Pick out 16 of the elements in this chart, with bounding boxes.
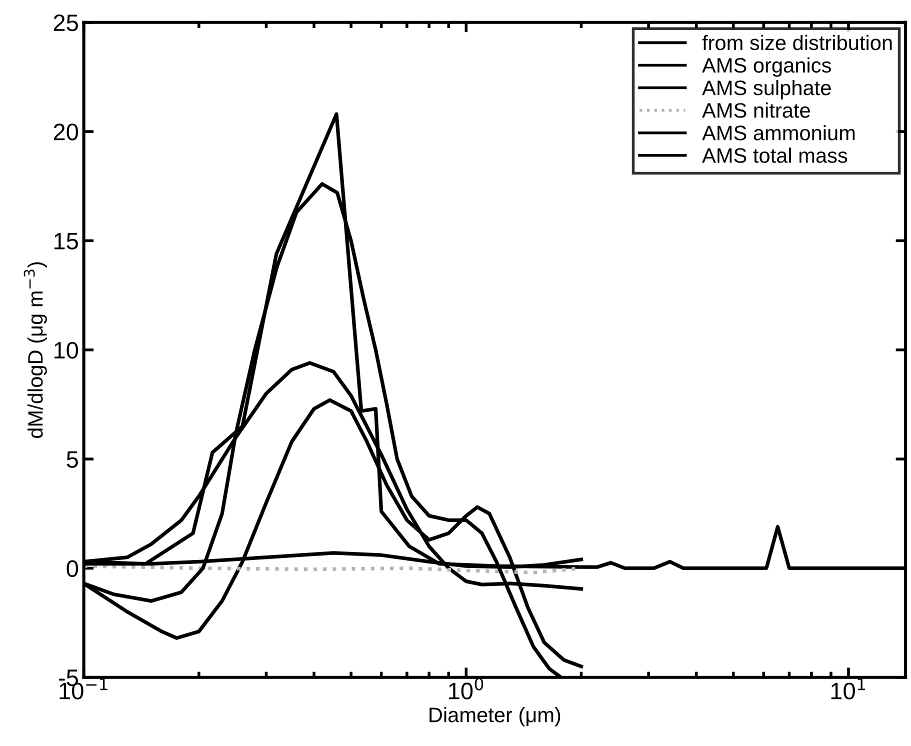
- legend-label: AMS total mass: [702, 148, 848, 163]
- legend-label: AMS ammonium: [702, 125, 855, 140]
- y-tick-label: 25: [54, 14, 78, 32]
- y-tick-label: 5: [66, 451, 78, 468]
- y-tick-label: 0: [66, 560, 78, 577]
- x-tick-label: 10$^{1}$: [831, 678, 866, 700]
- legend-label: from size distribution: [702, 34, 892, 50]
- legend-label: AMS organics: [702, 57, 831, 77]
- y-axis-title: dM/dlogD (μg m$^{−3}$): [24, 262, 47, 438]
- y-tick-label: 20: [54, 124, 78, 140]
- legend-label: AMS nitrate: [702, 102, 810, 118]
- x-axis-title: Diameter (μm): [430, 707, 560, 726]
- legend-label: AMS sulphate: [702, 80, 831, 100]
- x-tick-label: 10$^{0}$: [449, 678, 484, 700]
- y-tick-label: 15: [54, 233, 78, 250]
- y-tick-label: 10: [54, 342, 78, 359]
